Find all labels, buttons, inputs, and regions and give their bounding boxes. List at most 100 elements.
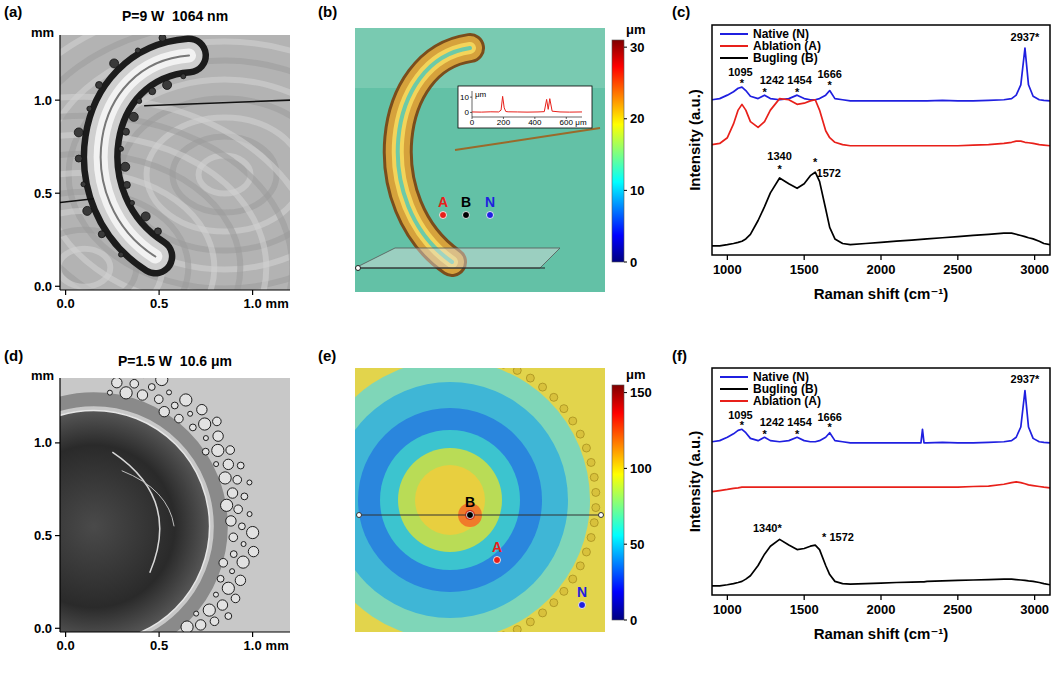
peak-annotation: 2937* — [1011, 373, 1040, 385]
bubble — [107, 390, 112, 395]
x-tick-label: 3000 — [1020, 262, 1049, 277]
ablation-track — [101, 55, 189, 256]
inset-y-tick-label: 0 — [465, 108, 470, 117]
rim-bump — [513, 626, 521, 632]
bubble — [217, 600, 227, 610]
bubble — [226, 516, 236, 526]
peak-annotation: * — [762, 428, 767, 440]
bubble — [137, 390, 147, 400]
panel-label: (c) — [672, 3, 690, 20]
rim-bump — [550, 599, 558, 607]
x-tick — [65, 632, 66, 637]
interference-ring — [173, 137, 277, 213]
crater — [60, 410, 210, 632]
spectrum-line — [712, 99, 1050, 146]
sample-point-label: A — [438, 194, 448, 210]
ablation-track — [101, 55, 189, 256]
y-tick-label: 0.0 — [34, 621, 52, 636]
ablation-track — [101, 55, 189, 256]
y-tick — [55, 535, 60, 536]
x-tick — [957, 595, 958, 600]
bubble — [219, 472, 231, 484]
bubble — [148, 384, 155, 391]
inset-profile — [472, 96, 582, 112]
inset-y-title: μm — [475, 90, 487, 99]
colorbar-tick-label: 20 — [630, 111, 644, 126]
bubble — [227, 488, 237, 498]
x-axis-title: mm — [266, 638, 289, 653]
legend: Native (N)Bugling (B)Ablation (A) — [720, 370, 821, 408]
y-tick — [55, 193, 60, 194]
ablation-ridge — [398, 48, 470, 262]
spectrum-line — [712, 172, 1050, 246]
legend-swatch — [720, 376, 748, 378]
peak-annotation: 1340 — [767, 150, 791, 162]
scratch-line — [144, 100, 290, 106]
crater-edge — [60, 410, 210, 632]
rim-bump — [582, 548, 590, 556]
bubble — [98, 231, 105, 238]
inset-y-tick-label: 10 — [460, 93, 469, 102]
ablation-ridge — [398, 48, 470, 262]
inset-x-tick-label: 600 — [560, 118, 574, 127]
sample-point-label: A — [492, 539, 502, 555]
legend-swatch — [720, 388, 748, 390]
x-tick — [804, 255, 805, 260]
x-axis-title: mm — [266, 296, 289, 311]
colorbar-tick — [624, 468, 627, 469]
y-tick-label: 0.5 — [34, 528, 52, 543]
bubble — [154, 395, 163, 404]
image — [60, 35, 290, 290]
x-axis — [60, 289, 290, 290]
colorbar-tick-label: 10 — [630, 183, 644, 198]
peak-annotation: * — [762, 86, 767, 98]
peak-annotation: * — [777, 163, 782, 175]
panel: 050100150μmABN(e) — [310, 347, 652, 645]
bubble — [237, 556, 249, 568]
panel-title: P=9 W 1064 nm — [122, 8, 228, 24]
inset-y-tick — [470, 97, 472, 98]
x-axis-title: Raman shift (cm⁻¹) — [814, 625, 949, 642]
bubble — [156, 378, 168, 386]
panel: 0102030μmABN0200400600010μmμm(b) — [318, 3, 646, 292]
colorbar-title: μm — [626, 367, 646, 382]
bubble — [247, 526, 259, 538]
x-tick — [957, 255, 958, 260]
bubble — [129, 112, 138, 121]
peak-annotation: 2937* — [1011, 31, 1040, 43]
bubble — [219, 558, 228, 567]
panel: 10001500200025003000Raman shift (cm⁻¹)In… — [672, 3, 1050, 302]
x-tick-label: 1000 — [713, 262, 742, 277]
y-axis — [59, 378, 60, 632]
rim-bump — [526, 618, 534, 626]
y-axis-title: mm — [31, 368, 54, 383]
image — [60, 378, 290, 632]
colorbar-tick — [624, 620, 627, 621]
section-line — [358, 514, 602, 515]
legend-swatch — [720, 45, 748, 47]
y-tick — [55, 628, 60, 629]
peak-annotation: 1242 — [760, 74, 784, 86]
bubble — [225, 613, 232, 620]
rim-bump — [539, 383, 547, 391]
bubble — [203, 604, 215, 616]
rim-bump — [539, 609, 547, 617]
bubble — [195, 620, 205, 630]
peak-annotation: 1454 — [787, 416, 812, 428]
colorbar-tick — [624, 262, 627, 263]
bubble — [83, 206, 92, 215]
spectrum-line — [712, 48, 1050, 101]
bubble — [74, 128, 83, 137]
colorbar — [612, 40, 624, 262]
colorbar-tick — [624, 392, 627, 393]
rim-bump — [513, 368, 521, 374]
x-tick-label: 0.5 — [150, 638, 168, 653]
bubble — [213, 417, 222, 426]
x-tick-label: 2500 — [943, 262, 972, 277]
bubble — [231, 594, 240, 603]
x-tick — [1034, 255, 1035, 260]
bubble — [112, 378, 122, 388]
figure: P=9 W 1064 nm0.00.51.00.00.51.0mmmm(a)01… — [0, 0, 1062, 688]
image — [355, 28, 605, 292]
bubble — [235, 575, 245, 585]
